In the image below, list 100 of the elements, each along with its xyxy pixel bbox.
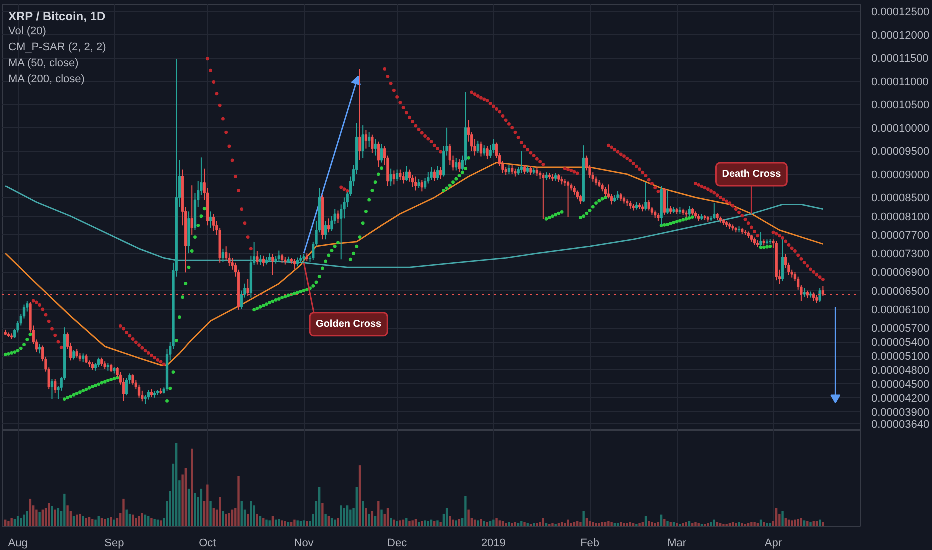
candlestick xyxy=(418,178,420,189)
bar xyxy=(184,468,187,526)
candlestick xyxy=(402,172,405,184)
y-tick-label: 0.00005700 xyxy=(872,323,930,336)
bar xyxy=(94,520,97,526)
candlestick xyxy=(147,390,150,400)
bar xyxy=(138,516,140,526)
bar xyxy=(350,510,352,526)
bar xyxy=(638,523,641,526)
bar xyxy=(536,523,538,526)
bar xyxy=(57,508,60,526)
bar xyxy=(191,448,194,526)
bar xyxy=(679,524,682,526)
candlestick xyxy=(566,180,570,218)
candlestick xyxy=(364,130,368,150)
candlestick xyxy=(72,349,76,360)
annotation: MA (50, close) xyxy=(8,58,79,70)
bar xyxy=(219,497,222,526)
bar xyxy=(446,508,448,526)
bar xyxy=(524,522,526,526)
x-tick-label: Oct xyxy=(199,538,216,550)
annotation: CM_P-SAR (2, 2, 2) xyxy=(8,42,106,54)
bar xyxy=(508,522,510,526)
candlestick xyxy=(663,188,666,216)
bar xyxy=(122,498,125,526)
bar xyxy=(722,524,725,526)
candlestick xyxy=(371,134,374,154)
y-tick-label: 0.00006100 xyxy=(872,304,930,316)
bar xyxy=(496,518,498,526)
annotation: Vol (20) xyxy=(8,26,46,38)
bar xyxy=(66,506,69,526)
bar xyxy=(29,498,32,526)
bar xyxy=(654,523,656,526)
x-tick-label: Aug xyxy=(8,538,28,550)
candlestick xyxy=(377,141,380,168)
candlestick xyxy=(132,374,134,386)
bar xyxy=(318,487,321,526)
candlestick xyxy=(604,186,607,198)
candlestick xyxy=(644,182,648,212)
bar xyxy=(206,484,209,526)
annotation: Death Cross xyxy=(722,169,782,180)
bar xyxy=(154,518,156,526)
candlestick xyxy=(278,250,281,262)
bar xyxy=(595,523,598,526)
y-tick-label: 0.00007300 xyxy=(872,248,930,261)
bar xyxy=(539,522,542,526)
bar xyxy=(294,520,296,526)
candlestick xyxy=(420,180,424,192)
candlestick xyxy=(380,144,384,164)
candlestick xyxy=(256,250,259,266)
candlestick xyxy=(510,164,514,175)
bar xyxy=(200,488,203,526)
bar xyxy=(358,466,362,526)
candlestick xyxy=(520,150,523,174)
x-tick-label: Sep xyxy=(104,538,124,550)
y-tick-label: 0.00007700 xyxy=(872,230,930,242)
candlestick xyxy=(455,158,458,172)
bar xyxy=(794,520,796,526)
y-tick-label: 0.00003640 xyxy=(872,418,930,431)
bar xyxy=(150,518,153,526)
candlestick xyxy=(433,169,436,182)
bar xyxy=(408,521,411,526)
bar xyxy=(452,520,454,526)
candlestick xyxy=(328,218,330,234)
bar xyxy=(651,522,654,526)
candlestick xyxy=(439,166,442,180)
bar xyxy=(82,516,84,526)
x-tick-label: Dec xyxy=(388,538,408,550)
bar xyxy=(726,524,728,526)
bar xyxy=(610,522,613,526)
bar xyxy=(378,501,380,526)
bar xyxy=(322,503,324,526)
bar xyxy=(228,513,231,526)
y-tick-label: 0.00011000 xyxy=(872,76,929,88)
candlestick xyxy=(259,254,262,266)
y-tick-label: 0.00012500 xyxy=(872,6,930,18)
bar xyxy=(810,522,812,526)
y-tick-label: 0.00004500 xyxy=(872,378,930,391)
candlestick xyxy=(818,288,822,303)
candlestick xyxy=(476,140,480,154)
bar xyxy=(188,488,190,526)
line-series xyxy=(4,185,824,268)
bar xyxy=(552,523,554,526)
y-tick-label: 0.00012000 xyxy=(872,30,930,42)
y-tick-label: 0.00009500 xyxy=(872,146,930,158)
bar xyxy=(782,511,784,526)
bar xyxy=(48,503,50,526)
bar xyxy=(135,518,138,526)
candlestick xyxy=(430,166,433,181)
bar xyxy=(567,520,570,526)
candlestick xyxy=(272,254,274,276)
bar xyxy=(580,522,582,526)
bar xyxy=(356,487,358,526)
bar xyxy=(582,511,585,526)
y-tick-label: 0.00008500 xyxy=(872,192,930,205)
candlestick xyxy=(760,232,762,248)
bar xyxy=(707,523,710,526)
candlestick xyxy=(688,206,691,217)
bar xyxy=(440,522,442,526)
bar xyxy=(636,524,638,526)
